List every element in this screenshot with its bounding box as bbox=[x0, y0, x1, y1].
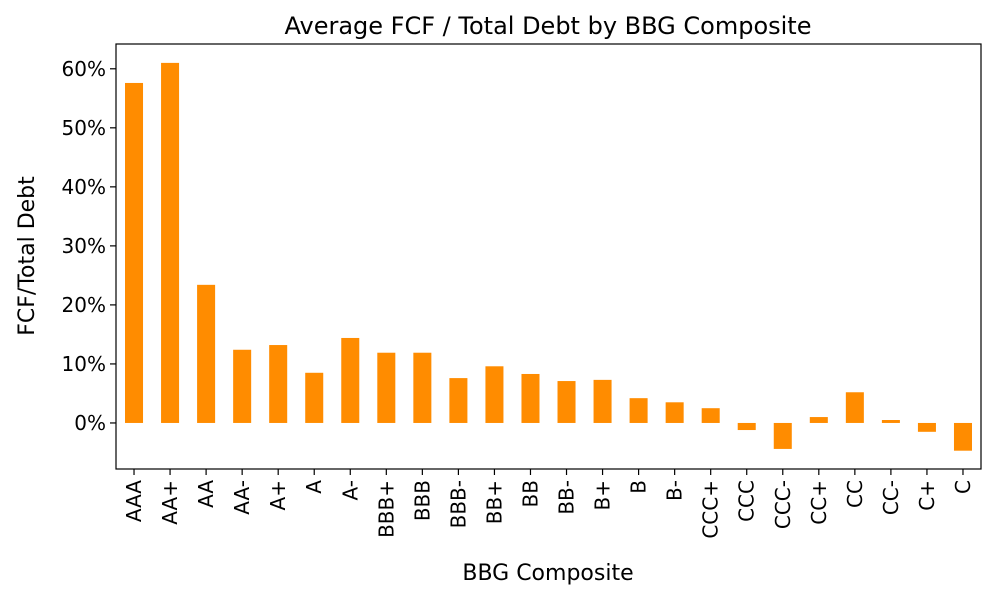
y-tick-label: 10% bbox=[62, 352, 106, 376]
bar-BB+ bbox=[485, 366, 504, 423]
y-tick-label: 60% bbox=[62, 57, 106, 81]
y-tick-label: 40% bbox=[62, 175, 106, 199]
x-tick-label: B+ bbox=[591, 480, 615, 510]
y-axis-label: FCF/Total Debt bbox=[15, 176, 40, 336]
bar-AA- bbox=[233, 349, 252, 423]
bar-AAA bbox=[125, 82, 144, 423]
x-tick-label: C bbox=[951, 480, 975, 494]
x-tick-label: B bbox=[627, 480, 651, 494]
bar-CCC bbox=[737, 422, 756, 431]
y-tick-label: 20% bbox=[62, 293, 106, 317]
y-tick-label: 0% bbox=[74, 411, 106, 435]
y-tick-label: 30% bbox=[62, 234, 106, 258]
bar-A bbox=[305, 372, 324, 423]
x-tick-label: A- bbox=[338, 480, 362, 500]
y-axis-ticks: 0% 10% 20% 30% 40% 50% 60% bbox=[62, 57, 116, 435]
bar-CCC+ bbox=[701, 408, 720, 423]
x-axis-ticks: AAA AA+ AA AA- A+ A A- BBB+ BBB BBB- BB+ BB BB- B+ B B-… bbox=[122, 469, 975, 539]
x-tick-label: BBB+ bbox=[374, 480, 398, 538]
bar-CCC- bbox=[773, 422, 792, 449]
bar-CC- bbox=[881, 420, 900, 423]
bar-C bbox=[953, 422, 972, 451]
x-tick-label: BBB- bbox=[446, 480, 470, 528]
x-tick-label: BB bbox=[518, 480, 542, 507]
bar-BBB- bbox=[449, 378, 468, 423]
x-tick-label: BB- bbox=[555, 480, 579, 515]
x-tick-label: CC bbox=[843, 480, 867, 508]
x-tick-label: CCC bbox=[735, 480, 759, 522]
x-tick-label: BB+ bbox=[482, 480, 506, 524]
x-tick-label: A+ bbox=[266, 480, 290, 510]
x-tick-label: CC+ bbox=[807, 480, 831, 525]
bar-AA bbox=[197, 284, 216, 423]
bar-BBB+ bbox=[377, 352, 396, 423]
bar-B- bbox=[665, 402, 684, 423]
plot-frame bbox=[115, 43, 982, 470]
bar-B bbox=[629, 398, 648, 423]
x-tick-label: AAA bbox=[122, 480, 146, 522]
bar-BB- bbox=[557, 381, 576, 423]
bar-BBB bbox=[413, 352, 432, 423]
bar-A- bbox=[341, 337, 360, 423]
x-tick-label: CCC- bbox=[771, 480, 795, 529]
y-tick-label: 50% bbox=[62, 116, 106, 140]
x-tick-label: C+ bbox=[915, 480, 939, 511]
x-tick-label: B- bbox=[663, 480, 687, 501]
x-tick-label: AA bbox=[194, 480, 218, 508]
bars-group bbox=[125, 62, 972, 451]
bar-BB bbox=[521, 373, 540, 423]
bar-CC bbox=[845, 392, 864, 423]
bar-B+ bbox=[593, 379, 612, 423]
bar-A+ bbox=[269, 345, 288, 423]
bar-AA+ bbox=[161, 62, 180, 423]
x-tick-label: AA- bbox=[230, 480, 254, 515]
x-tick-label: CC- bbox=[879, 480, 903, 515]
chart-title: Average FCF / Total Debt by BBG Composit… bbox=[285, 12, 812, 40]
x-axis-label: BBG Composite bbox=[462, 561, 633, 586]
x-tick-label: BBB bbox=[410, 480, 434, 521]
x-tick-label: AA+ bbox=[158, 480, 182, 525]
bar-C+ bbox=[917, 422, 936, 432]
x-tick-label: A bbox=[302, 480, 326, 494]
x-tick-label: CCC+ bbox=[699, 480, 723, 539]
bar-CC+ bbox=[809, 417, 828, 423]
